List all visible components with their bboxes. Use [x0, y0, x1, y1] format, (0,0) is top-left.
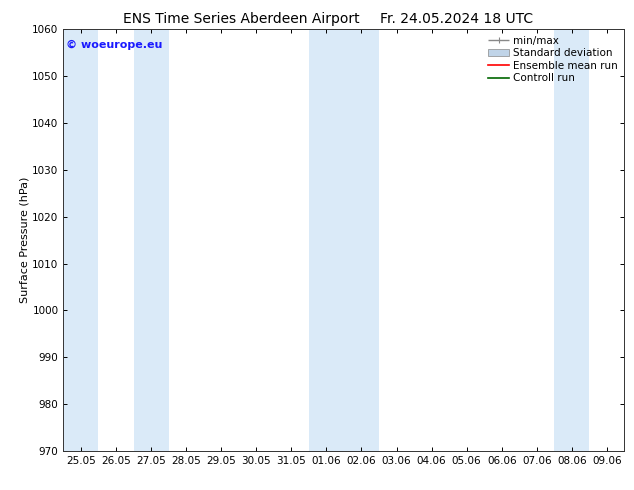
Text: ENS Time Series Aberdeen Airport: ENS Time Series Aberdeen Airport	[122, 12, 359, 26]
Text: Fr. 24.05.2024 18 UTC: Fr. 24.05.2024 18 UTC	[380, 12, 533, 26]
Bar	[344, 29, 379, 451]
Bar	[554, 29, 590, 451]
Bar	[134, 29, 169, 451]
Legend: min/max, Standard deviation, Ensemble mean run, Controll run: min/max, Standard deviation, Ensemble me…	[486, 32, 621, 87]
Bar	[63, 29, 98, 451]
Y-axis label: Surface Pressure (hPa): Surface Pressure (hPa)	[20, 177, 30, 303]
Bar	[309, 29, 344, 451]
Text: © woeurope.eu: © woeurope.eu	[66, 40, 162, 50]
